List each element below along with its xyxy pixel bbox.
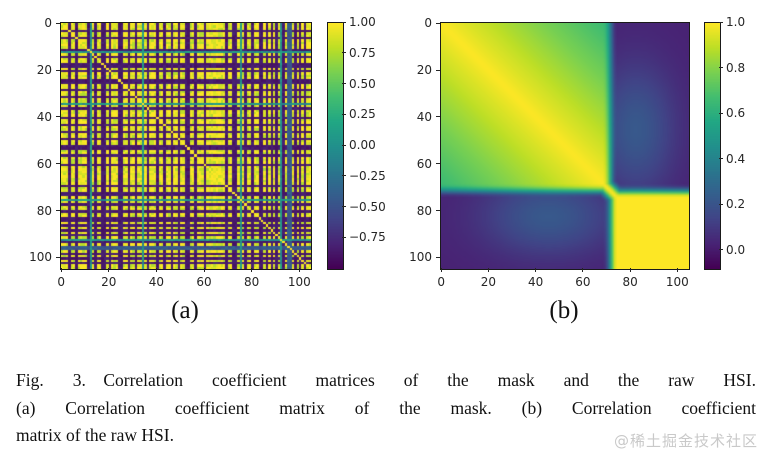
colorbar-tick-mark: [719, 112, 723, 114]
x-tick-mark: [298, 268, 300, 272]
x-tick-label: 0: [57, 275, 65, 289]
y-tick-label: 20: [36, 63, 52, 78]
x-tick-label: 0: [437, 275, 445, 289]
y-tick-mark: [436, 210, 440, 212]
x-tick-mark: [582, 268, 584, 272]
x-tick-mark: [108, 268, 110, 272]
x-tick-mark: [535, 268, 537, 272]
x-tick-label: 20: [101, 275, 117, 289]
colorbar-tick-mark: [342, 175, 346, 177]
y-tick-label: 20: [416, 63, 432, 78]
y-tick-label: 40: [416, 109, 432, 124]
caption-line-2: (a) Correlation coefficient matrix of th…: [16, 397, 756, 418]
y-tick-label: 100: [409, 250, 432, 265]
colorbar-tick-label: 0.50: [349, 76, 376, 91]
panel-b-label: (b): [549, 297, 579, 324]
y-tick-mark: [436, 116, 440, 118]
caption-line-1: Fig. 3. Correlation coefficient matrices…: [16, 370, 756, 390]
colorbar-tick-mark: [342, 144, 346, 146]
x-tick-label: 100: [665, 275, 689, 289]
colorbar-tick-label: 1.0: [726, 15, 746, 29]
x-tick-label: 80: [622, 275, 638, 289]
raw-hsi-colorbar: [704, 22, 721, 270]
x-tick-label: 100: [287, 275, 311, 289]
colorbar-tick-label: 0.00: [349, 138, 376, 152]
colorbar-tick-mark: [719, 158, 723, 160]
x-tick-label: 40: [148, 275, 165, 289]
colorbar-tick-label: 0.8: [726, 60, 746, 75]
y-tick-label: 80: [36, 203, 52, 218]
x-tick-mark: [629, 268, 631, 272]
y-tick-mark: [56, 22, 60, 24]
y-tick-label: 80: [416, 203, 432, 218]
x-tick-mark: [203, 268, 205, 272]
colorbar-tick-label: 0.4: [726, 151, 746, 166]
colorbar-tick-label: 0.0: [726, 242, 746, 257]
y-tick-mark: [436, 69, 440, 71]
x-tick-mark: [251, 268, 253, 272]
colorbar-tick-label: 0.2: [726, 197, 746, 212]
y-tick-label: 60: [416, 156, 432, 171]
x-tick-mark: [487, 268, 489, 272]
y-tick-label: 100: [29, 250, 52, 265]
y-tick-mark: [436, 22, 440, 24]
raw-hsi-correlation-heatmap: [440, 22, 690, 270]
colorbar-tick-label: 0.75: [349, 45, 376, 60]
x-tick-label: 40: [528, 275, 544, 289]
x-tick-mark: [155, 268, 157, 272]
x-tick-label: 60: [575, 275, 591, 289]
colorbar-tick-mark: [342, 206, 346, 207]
x-tick-label: 20: [480, 275, 497, 289]
colorbar-tick-label: 1.00: [349, 15, 376, 29]
x-tick-mark: [60, 268, 62, 272]
y-tick-mark: [56, 163, 60, 165]
y-tick-label: 60: [36, 156, 52, 171]
colorbar-tick-mark: [719, 21, 723, 23]
colorbar-tick-mark: [719, 249, 723, 251]
figure-caption: Fig. 3. Correlation coefficient matrices…: [16, 367, 756, 450]
colorbar-tick-mark: [719, 203, 723, 205]
y-tick-mark: [56, 256, 60, 258]
y-tick-label: 40: [36, 109, 52, 124]
colorbar-tick-mark: [342, 236, 346, 238]
colorbar-tick-label: 0.6: [726, 106, 746, 121]
colorbar-tick-label: −0.25: [349, 168, 386, 183]
x-tick-mark: [676, 268, 678, 272]
colorbar-tick-label: 0.25: [349, 107, 376, 122]
x-tick-mark: [440, 268, 442, 272]
colorbar-tick-mark: [342, 83, 346, 84]
y-tick-mark: [436, 163, 440, 165]
mask-correlation-heatmap: [60, 22, 312, 270]
y-tick-mark: [56, 116, 60, 118]
caption-line-3: matrix of the raw HSI.: [16, 425, 174, 445]
watermark: @稀土掘金技术社区: [613, 432, 758, 450]
x-tick-label: 80: [244, 275, 260, 289]
x-tick-label: 60: [196, 275, 212, 289]
colorbar-tick-label: −0.50: [349, 199, 386, 214]
panel-a-label: (a): [171, 297, 199, 324]
y-tick-mark: [436, 256, 440, 258]
colorbar-tick-label: −0.75: [349, 230, 386, 245]
y-tick-mark: [56, 210, 60, 212]
y-tick-label: 0: [424, 16, 432, 31]
colorbar-tick-mark: [342, 21, 346, 23]
y-tick-label: 0: [44, 16, 52, 31]
colorbar-tick-mark: [342, 113, 346, 115]
y-tick-mark: [56, 69, 60, 71]
colorbar-tick-mark: [342, 52, 346, 54]
mask-colorbar: [327, 22, 344, 270]
colorbar-tick-mark: [719, 67, 723, 69]
